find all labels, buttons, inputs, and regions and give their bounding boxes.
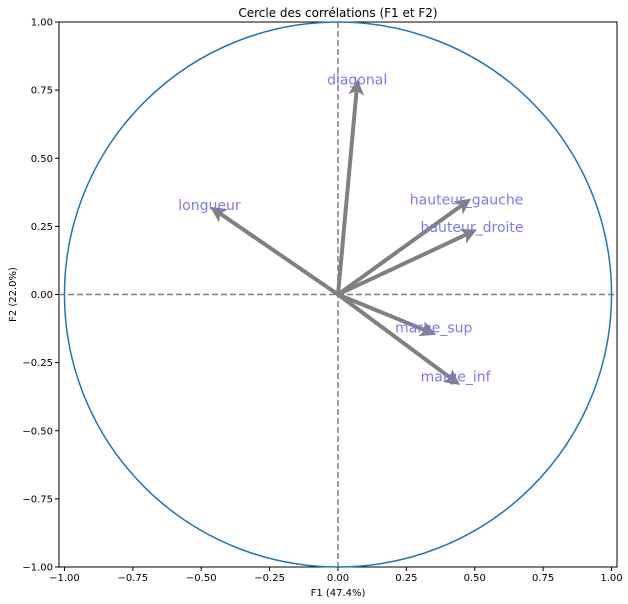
label-longueur: longueur [178,198,241,214]
y-tick-label: 0.75 [31,86,53,97]
arrow-hauteur_droite [337,228,478,297]
y-tick-label: −0.25 [22,358,53,369]
label-diagonal: diagonal [327,73,387,89]
x-tick-label: 0.75 [532,573,554,584]
y-tick-label: −1.00 [22,563,53,574]
arrow-diagonal [336,79,365,295]
variable-arrows [210,79,478,386]
y-tick-label: −0.75 [22,494,53,505]
x-tick-label: 0.50 [464,573,486,584]
x-tick-label: −0.75 [118,573,149,584]
y-tick-label: 0.25 [31,222,53,233]
y-tick-label: 0.50 [31,154,53,165]
x-tick-label: 0.00 [327,573,349,584]
y-tick-label: −0.50 [22,426,53,437]
x-tick-label: 0.25 [395,573,417,584]
x-axis-ticks: −1.00 −0.75 −0.50 −0.25 0.00 0.25 0.50 0.75 1.00 [49,567,623,584]
arrow-longueur [210,206,340,297]
x-tick-label: −1.00 [49,573,80,584]
arrow-marge_sup [337,292,437,337]
x-tick-label: 1.00 [600,573,622,584]
x-tick-label: −0.25 [254,573,285,584]
y-axis-ticks: −1.00 −0.75 −0.50 −0.25 0.00 0.25 0.50 0.75 1.00 [22,18,59,574]
chart-title: Cercle des corrélations (F1 et F2) [238,6,437,20]
x-axis-label: F1 (47.4%) [311,588,366,599]
label-hauteur_droite: hauteur_droite [421,220,524,236]
y-tick-label: 1.00 [31,18,53,29]
label-hauteur_gauche: hauteur_gauche [410,193,524,209]
arrow-hauteur_gauche [336,198,472,297]
arrow-marge_inf [336,292,461,386]
y-axis-label: F2 (22.0%) [8,267,19,322]
y-tick-label: 0.00 [31,290,53,301]
variable-labels: diagonal longueur hauteur_gauche hauteur_dr… [178,73,523,386]
x-tick-label: −0.50 [186,573,217,584]
label-marge_inf: marge_inf [421,370,492,386]
label-marge_sup: marge_sup [395,321,472,337]
